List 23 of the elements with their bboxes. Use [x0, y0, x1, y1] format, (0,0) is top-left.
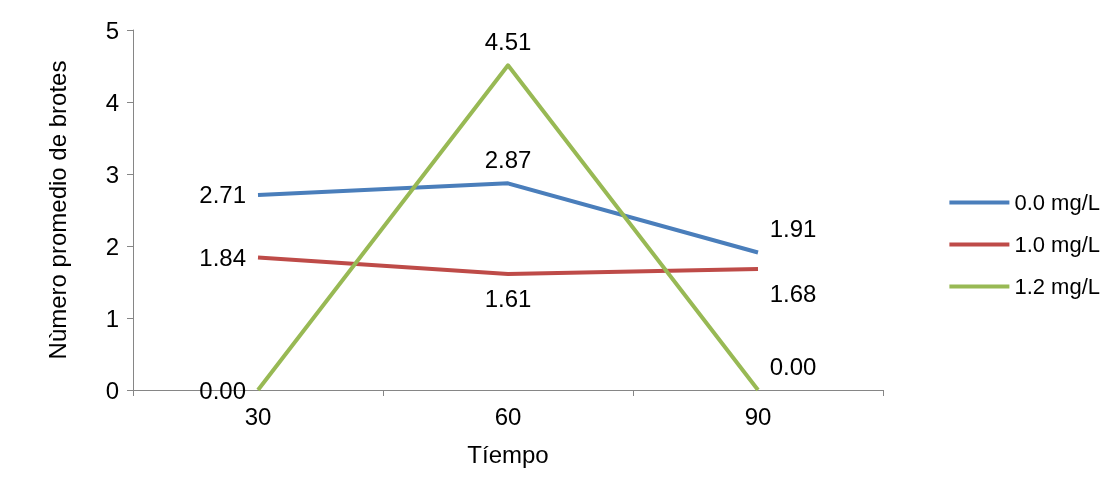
data-label: 2.71 — [199, 181, 246, 209]
legend-label: 1.2 mg/L — [1014, 274, 1100, 299]
data-label: 0.00 — [769, 352, 817, 380]
y-axis-title: Nùmero promedio de brotes — [43, 60, 71, 360]
x-tick-label: 30 — [244, 402, 272, 430]
legend-label: 1.0 mg/L — [1014, 232, 1100, 257]
x-tick-label: 60 — [494, 402, 522, 430]
y-tick-label: 5 — [105, 16, 119, 44]
data-label: 2.87 — [484, 145, 532, 173]
data-label: 1.61 — [484, 284, 532, 312]
data-label: 1.68 — [769, 279, 817, 307]
y-tick-label: 2 — [105, 232, 119, 260]
data-label: 1.84 — [199, 244, 246, 272]
y-tick-label: 1 — [105, 304, 119, 332]
data-label: 0.00 — [199, 376, 246, 404]
data-label: 4.51 — [484, 27, 532, 55]
legend-label: 0.0 mg/L — [1014, 190, 1100, 215]
x-tick-label: 90 — [744, 402, 772, 430]
x-axis-title: Tíempo — [467, 440, 549, 468]
y-tick-label: 4 — [105, 88, 119, 116]
y-tick-label: 3 — [105, 160, 119, 188]
data-label: 1.91 — [769, 214, 817, 242]
y-tick-label: 0 — [105, 376, 119, 404]
